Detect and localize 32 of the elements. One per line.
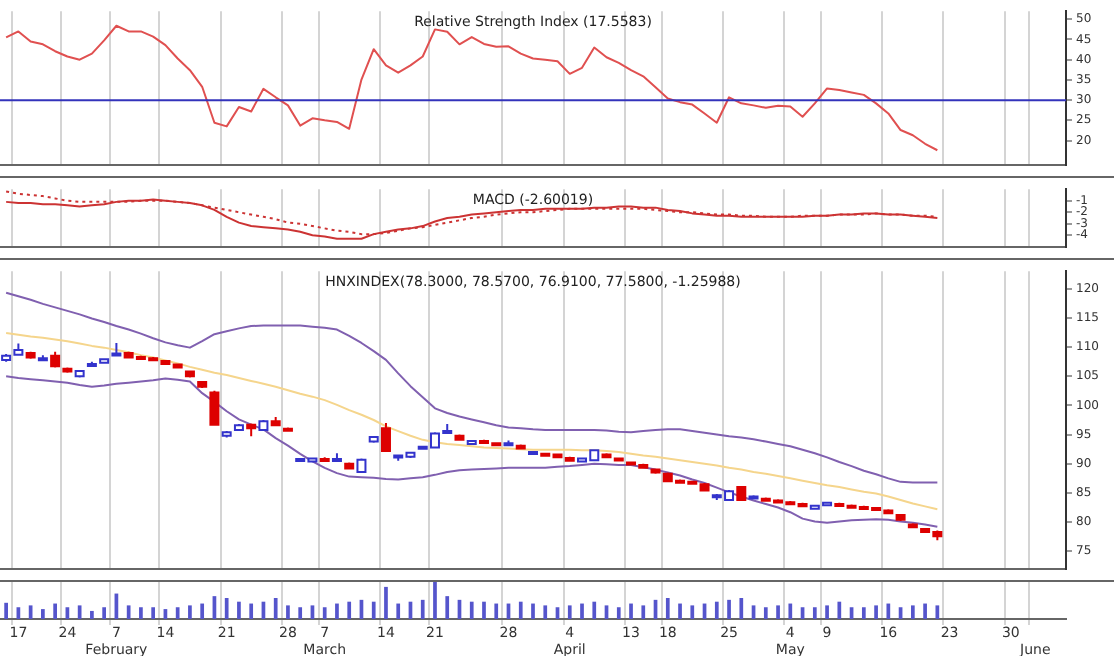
candlestick bbox=[258, 419, 269, 433]
candlestick bbox=[25, 350, 36, 360]
candlestick bbox=[246, 422, 257, 438]
candlestick bbox=[331, 452, 342, 463]
candlestick bbox=[344, 461, 355, 471]
candlestick bbox=[319, 456, 330, 463]
candlestick bbox=[895, 512, 906, 522]
candlestick bbox=[907, 522, 918, 529]
candlestick bbox=[356, 457, 367, 475]
candlestick bbox=[50, 350, 61, 369]
candlestick bbox=[528, 449, 538, 456]
candlestick bbox=[184, 369, 195, 379]
candlestick bbox=[515, 443, 526, 451]
candlestick bbox=[209, 389, 220, 427]
candlestick bbox=[270, 416, 281, 427]
candlestick bbox=[368, 435, 379, 444]
candlestick bbox=[37, 354, 48, 362]
candlestick bbox=[466, 439, 477, 446]
candlestick bbox=[736, 484, 747, 503]
candlestick bbox=[111, 341, 122, 357]
candlestick bbox=[233, 423, 244, 433]
candlestick bbox=[601, 452, 612, 459]
candlestick bbox=[613, 456, 624, 462]
candlestick bbox=[221, 430, 232, 439]
candlestick bbox=[74, 369, 85, 379]
candlestick bbox=[748, 494, 759, 500]
candlestick bbox=[197, 379, 208, 389]
candlestick bbox=[380, 421, 391, 454]
candlestick bbox=[503, 439, 514, 447]
candlestick bbox=[282, 426, 293, 433]
candlestick bbox=[454, 433, 465, 442]
candlestick bbox=[62, 366, 73, 374]
